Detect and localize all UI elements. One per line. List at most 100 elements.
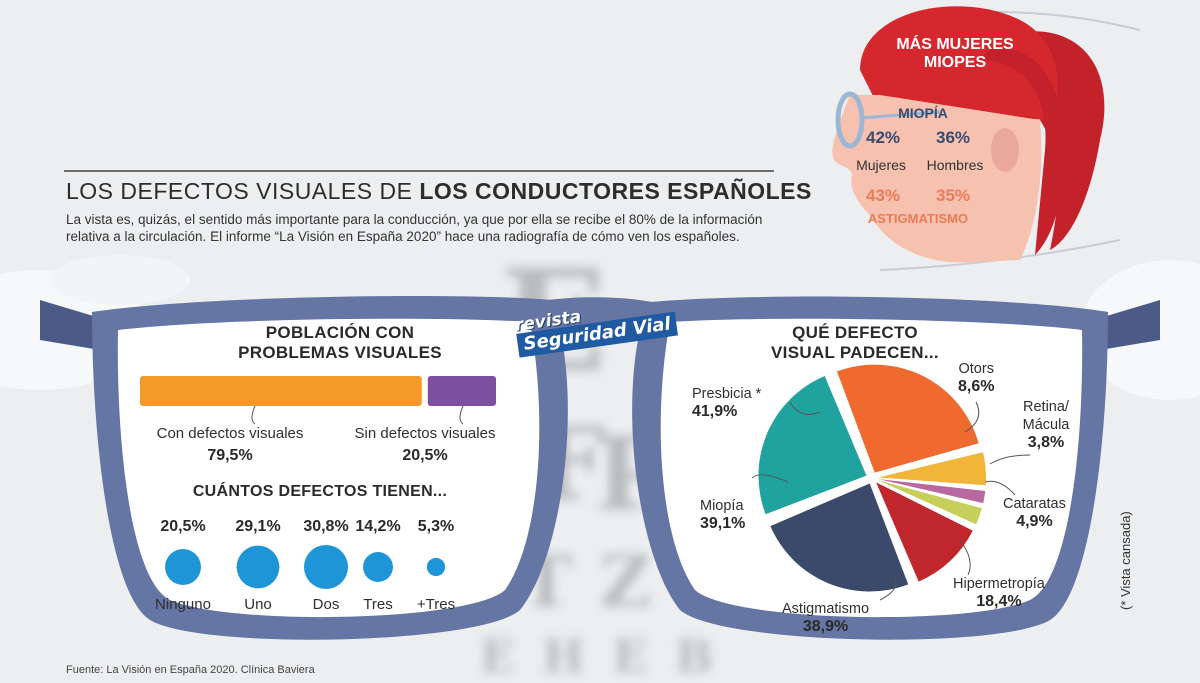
pie-label-retina-value: 3,8% (1027, 434, 1065, 451)
pie-label-hipermetropia-name: Hipermetropía (953, 576, 1045, 592)
bubble-4 (426, 557, 446, 577)
ear (991, 128, 1019, 172)
right-lens-title-line1: QUÉ DEFECTO (792, 323, 918, 342)
pie-leader-0 (789, 401, 821, 415)
women-label: Mujeres (856, 157, 906, 173)
footnote-vista-cansada: (* Vista cansada) (1118, 511, 1133, 610)
pie-label-retina-name: Retina/ Mácula (1022, 399, 1070, 433)
men-label: Hombres (926, 157, 984, 173)
left-temple (40, 300, 100, 350)
bar-value-sin: 20,5% (402, 447, 448, 464)
pie-label-presbicia-name: Presbicia * (692, 386, 762, 402)
pie-slice-3 (877, 480, 982, 525)
pie-label-miopia-value: 39,1% (700, 515, 746, 532)
bubble-2 (304, 545, 348, 589)
pie-leader-4 (959, 539, 971, 576)
pie-label-retina: Retina/ Mácula 3,8% (1012, 398, 1080, 452)
bar-segment-0 (140, 376, 422, 406)
bubble-1 (236, 545, 280, 589)
bar-value-con: 79,5% (207, 447, 253, 464)
pie-label-presbicia-value: 41,9% (692, 403, 738, 420)
pie-leader-1 (964, 401, 980, 433)
page-title-regular: LOS DEFECTOS VISUALES DE (66, 178, 413, 204)
pie-label-astigmatismo-value: 38,9% (802, 618, 849, 635)
miopia-women-value: 42% (865, 128, 901, 147)
bar-segment-1 (427, 376, 496, 406)
bubble-value-1: 29,1% (235, 518, 280, 535)
miopia-men-value: 36% (935, 128, 971, 147)
pie-slice-4 (876, 482, 973, 582)
pie-label-miopia-name: Miopía (700, 498, 744, 514)
pie-label-presbicia: Presbicia * 41,9% (692, 385, 761, 421)
bar-label-sin: Sin defectos visuales (354, 425, 496, 442)
page-title: LOS DEFECTOS VISUALES DE LOS CONDUCTORES… (66, 178, 812, 205)
eye-chart-row: EHEB (480, 630, 742, 683)
face (832, 95, 1042, 263)
left-lens-title-line1: POBLACIÓN CON (265, 323, 415, 342)
astig-men-value: 35% (935, 186, 971, 205)
pie-leader-5 (879, 577, 897, 601)
bar-label-con: Con defectos visuales (156, 425, 304, 442)
pie-label-astigmatismo: Astigmatismo 38,9% (782, 600, 869, 636)
glasses-arm (859, 110, 941, 120)
pie-slice-1 (877, 452, 986, 486)
cloud-left-small (50, 255, 190, 305)
pie-label-miopia: Miopía 39,1% (700, 497, 745, 533)
head-title: MÁS MUJERES MIOPES (895, 36, 1015, 72)
page-title-bold: LOS CONDUCTORES ESPAÑOLES (419, 178, 812, 204)
right-lens-title: QUÉ DEFECTO VISUAL PADECEN... (740, 323, 970, 363)
woman-head-illustration (832, 6, 1105, 263)
hair-side (980, 47, 1064, 255)
pie-leader-2 (989, 454, 1031, 465)
right-temple (1100, 300, 1160, 350)
bar-leader-0 (251, 405, 256, 425)
eye-chart-letter-z: Z (600, 540, 652, 623)
pie-slice-5 (770, 483, 909, 592)
astigmatismo-label: ASTIGMATISMO (867, 211, 969, 226)
pie-label-otors-name: Otors (958, 361, 994, 377)
bubble-value-4: 5,3% (418, 518, 454, 535)
bubble-label-1: Uno (244, 596, 272, 613)
pie-label-hipermetropia-value: 18,4% (976, 593, 1022, 610)
astig-women-value: 43% (865, 186, 901, 205)
bubble-label-3: Tres (363, 596, 392, 613)
bubble-label-4: +Tres (417, 596, 455, 613)
pie-label-astigmatismo-name: Astigmatismo (782, 601, 870, 617)
bubble-value-3: 14,2% (355, 518, 400, 535)
intro-text: La vista es, quizás, el sentido más impo… (66, 212, 763, 244)
glasses-lens (835, 91, 865, 149)
pie-label-cataratas: Cataratas 4,9% (1003, 495, 1066, 531)
hair (860, 6, 1058, 120)
source-note: Fuente: La Visión en España 2020. Clínic… (66, 664, 315, 676)
pie-label-cataratas-value: 4,9% (1016, 513, 1053, 530)
right-lens (660, 318, 1083, 618)
pie-label-cataratas-name: Cataratas (1003, 496, 1066, 512)
pie-label-hipermetropia: Hipermetropía 18,4% (953, 575, 1045, 611)
left-lens-title: POBLACIÓN CON PROBLEMAS VISUALES (190, 323, 490, 363)
pie-leader-3 (984, 480, 1016, 496)
head-title-line1: MÁS MUJERES (896, 36, 1014, 53)
pie-label-otors-value: 8,6% (958, 378, 995, 395)
pie-slice-2 (877, 479, 986, 504)
bubble-label-2: Dos (313, 596, 340, 613)
bubble-value-2: 30,8% (303, 518, 348, 535)
pie-label-otors: Otors 8,6% (958, 360, 994, 396)
pie-leader-6 (751, 474, 789, 483)
miopia-label: MIOPÍA (898, 105, 948, 121)
title-rule (64, 170, 774, 172)
bubble-0 (165, 549, 201, 585)
head-title-line2: MIOPES (923, 54, 987, 71)
bubble-value-0: 20,5% (160, 518, 205, 535)
bar-leader-1 (459, 405, 464, 425)
ponytail (990, 31, 1105, 251)
defects-count-title: CUÁNTOS DEFECTOS TIENEN... (192, 483, 448, 500)
bubble-3 (363, 552, 393, 582)
bubble-label-0: Ninguno (155, 596, 211, 613)
pie-slice-6 (758, 376, 867, 515)
left-lens-title-line2: PROBLEMAS VISUALES (238, 343, 442, 362)
pie-slice-0 (836, 364, 979, 473)
right-lens-title-line2: VISUAL PADECEN... (771, 343, 939, 362)
